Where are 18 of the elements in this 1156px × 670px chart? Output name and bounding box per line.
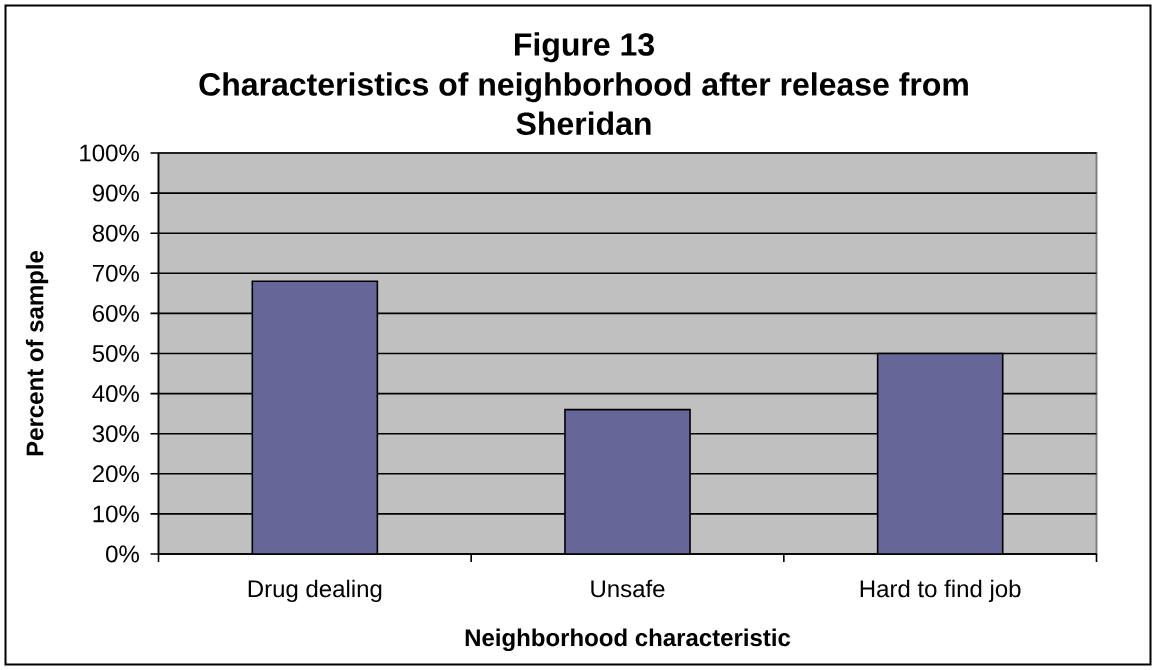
chart-title: Figure 13 <box>515 32 654 63</box>
x-tick-label: Unsafe <box>591 579 665 598</box>
y-tick-label: 30% <box>92 425 139 443</box>
x-tick-label: Drug dealing <box>248 579 382 603</box>
y-tick-label: 70% <box>93 264 139 282</box>
x-tick-label: Hard to find job <box>860 579 1021 603</box>
y-tick-label: 0% <box>106 545 139 563</box>
x-axis-title: Neighborhood characteristic <box>465 628 791 652</box>
y-tick-label: 100% <box>80 144 139 162</box>
chart-subtitle: Characteristics of neighborhood after release from Sheridan <box>199 72 968 136</box>
y-tick-label: 80% <box>92 224 139 242</box>
y-tick-label: 50% <box>92 344 139 362</box>
y-axis-title: Percent of sample <box>25 250 49 456</box>
y-tick-label: 10% <box>93 505 139 523</box>
y-tick-label: 40% <box>92 385 139 403</box>
y-tick-label: 60% <box>92 304 139 322</box>
y-tick-label: 90% <box>92 184 139 202</box>
y-tick-label: 20% <box>92 465 139 483</box>
